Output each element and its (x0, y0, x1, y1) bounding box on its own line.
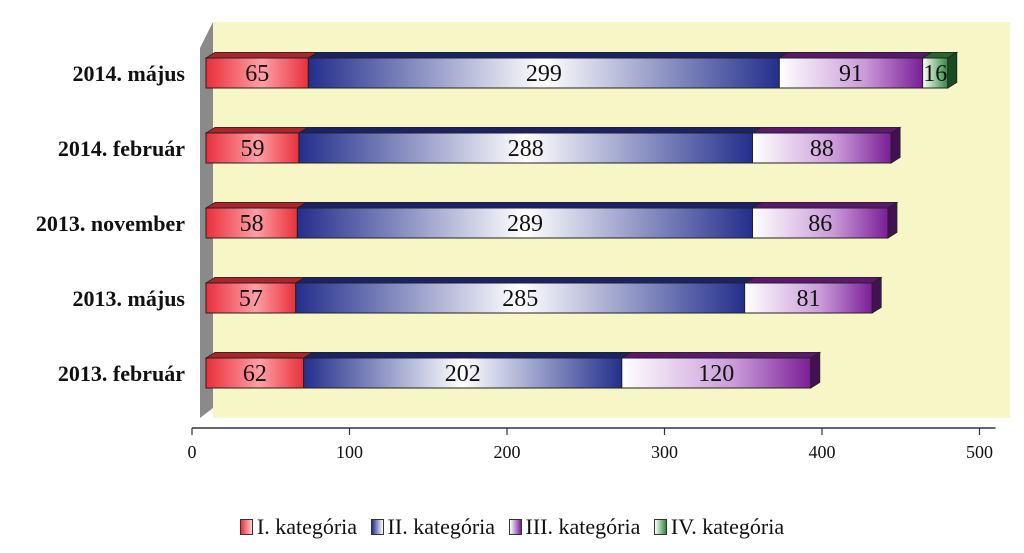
data-label-1-2: 299 (526, 61, 562, 87)
category-label-2: 2014. február (58, 136, 185, 161)
x-tick-label-2: 100 (336, 442, 363, 462)
bar-top-5-1 (204, 351, 315, 359)
stacked-bar-chart: 65 299 91 16 59 288 88 58 289 86 57 285 81 62 202 120 0… (36, 22, 1010, 462)
data-label-2-2: 288 (508, 136, 544, 162)
bar-segment-2-2 (298, 132, 754, 164)
data-label-3-3: 86 (808, 211, 832, 237)
legend-swatch-4 (653, 519, 667, 535)
data-label-5-3: 120 (698, 361, 734, 387)
data-label-2-3: 88 (810, 136, 834, 162)
data-label-2-1: 59 (240, 136, 264, 162)
legend-swatch-2 (370, 519, 384, 535)
category-label-5: 2013. február (58, 361, 185, 386)
category-label-4: 2013. május (73, 286, 186, 311)
legend-item-3: III. kategória (508, 514, 641, 540)
legend-swatch-3 (508, 519, 522, 535)
data-label-3-1: 58 (240, 211, 264, 237)
bar-top-4-2 (294, 276, 756, 284)
bar-top-1-3 (777, 51, 934, 59)
bar-top-3-2 (295, 201, 763, 209)
data-label-5-2: 202 (445, 361, 481, 387)
legend-label-1: I. kategória (256, 514, 358, 539)
data-label-1-1: 65 (245, 61, 269, 87)
data-label-4-2: 285 (502, 286, 538, 312)
bar-side-4 (871, 276, 882, 314)
bar-segment-4-2 (295, 282, 746, 314)
bar-top-1-1 (204, 51, 319, 59)
bar-segment-5-3 (621, 357, 812, 389)
bar-segment-3-1 (205, 207, 298, 239)
bar-top-3-1 (204, 201, 308, 209)
x-tick-label-5: 400 (809, 442, 836, 462)
legend-item-2: II. kategória (370, 514, 496, 540)
data-label-3-2: 289 (507, 211, 543, 237)
bar-segment-2-1 (205, 132, 300, 164)
bar-side-3 (887, 201, 898, 239)
x-axis: 0 100 200 300 400 500 (188, 427, 996, 462)
data-label-4-1: 57 (239, 286, 263, 312)
data-label-4-3: 81 (796, 286, 820, 312)
bar-side-1 (947, 51, 958, 89)
bar-side-2 (890, 126, 901, 164)
bar-top-4-1 (204, 276, 307, 284)
bar-top-2-3 (751, 126, 902, 134)
bar-segment-3-2 (296, 207, 754, 239)
category-label-3: 2013. november (36, 211, 185, 236)
legend: I. kategória II. kategória III. kategóri… (0, 514, 1024, 540)
x-tick-label-4: 300 (651, 442, 678, 462)
legend-label-4: IV. kategória (670, 514, 785, 539)
bar-segment-1-3 (778, 57, 924, 89)
x-tick-label-6: 500 (966, 442, 993, 462)
data-label-5-1: 62 (243, 361, 267, 387)
bars: 65 299 91 16 59 288 88 58 289 86 57 285 81 62 202 120 (204, 51, 959, 389)
legend-label-3: III. kategória (525, 514, 641, 539)
bar-top-2-2 (297, 126, 763, 134)
bar-top-3-3 (751, 201, 899, 209)
category-labels: 2014. május 2014. február 2013. november 20… (36, 61, 186, 386)
bar-segment-2-3 (752, 132, 892, 164)
x-tick-label-1: 0 (188, 442, 197, 462)
legend-swatch-1 (239, 519, 253, 535)
legend-item-4: IV. kategória (653, 514, 785, 540)
bar-top-5-3 (620, 351, 822, 359)
x-tick-label-3: 200 (494, 442, 521, 462)
bar-side-5 (810, 351, 821, 389)
bar-top-1-2 (306, 51, 790, 59)
bar-segment-1-1 (205, 57, 309, 89)
bar-top-5-2 (302, 351, 633, 359)
bar-segment-4-1 (205, 282, 297, 314)
bar-segment-3-3 (752, 207, 889, 239)
legend-item-1: I. kategória (239, 514, 358, 540)
bar-top-2-1 (204, 126, 310, 134)
bar-top-4-3 (743, 276, 883, 284)
bar-segment-4-3 (744, 282, 873, 314)
bar-segment-5-1 (205, 357, 305, 389)
category-label-1: 2014. május (73, 61, 186, 86)
data-label-1-4: 16 (923, 61, 947, 87)
data-label-1-3: 91 (839, 61, 863, 87)
bar-segment-1-2 (307, 57, 780, 89)
legend-label-2: II. kategória (387, 514, 496, 539)
